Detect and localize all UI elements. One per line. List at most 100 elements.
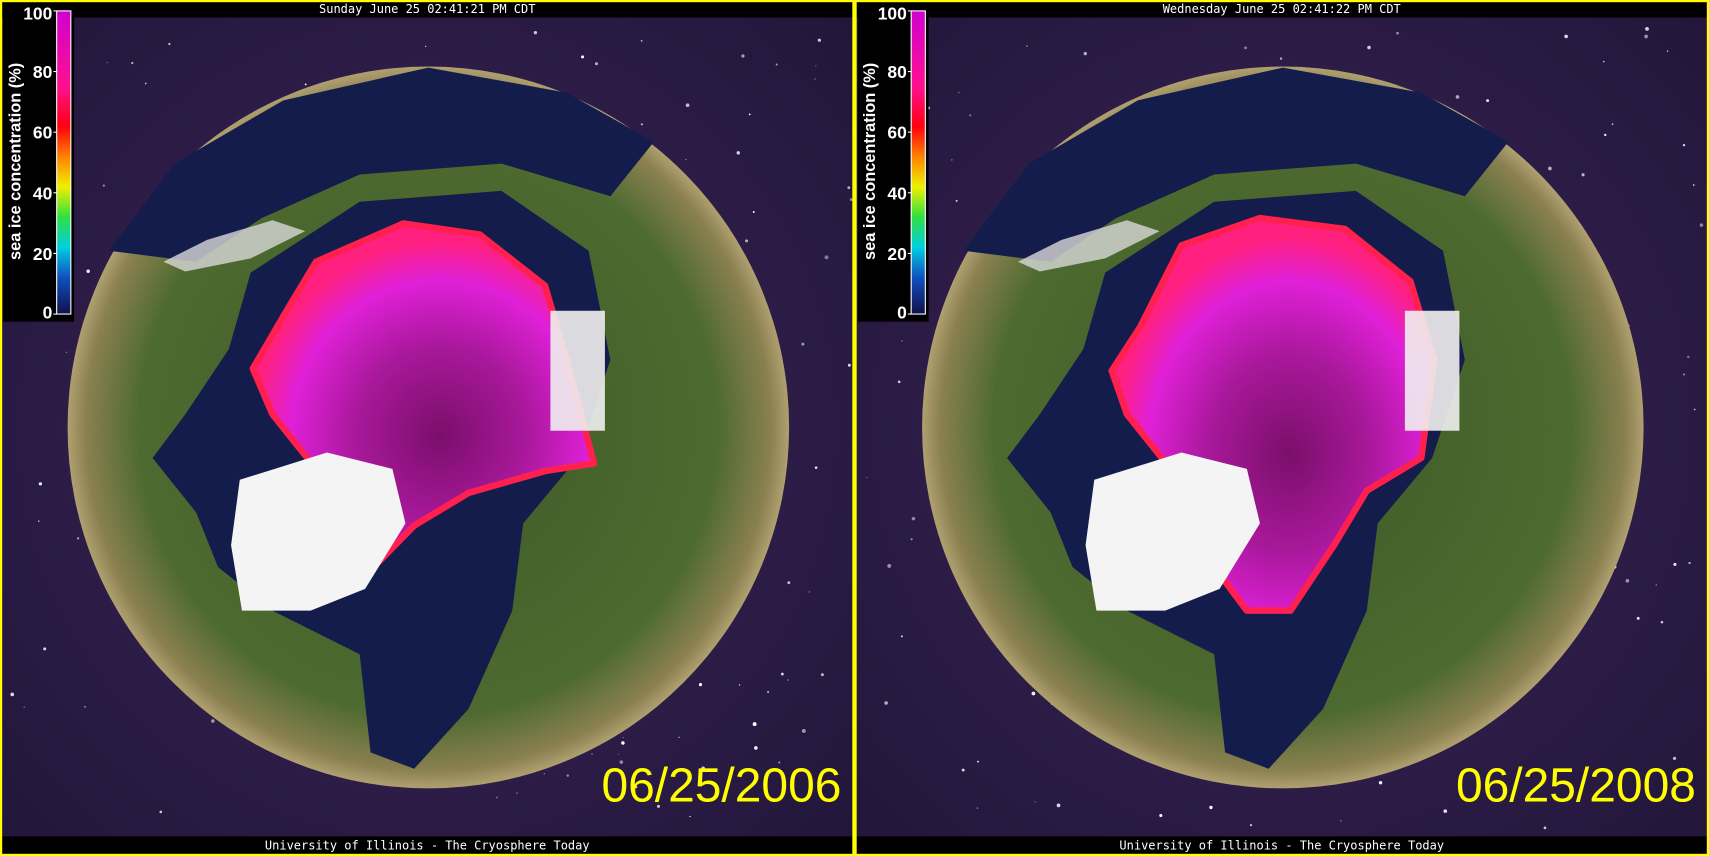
colorbar-tick-label: 20 <box>887 244 906 264</box>
colorbar-tick-label: 0 <box>43 302 53 322</box>
star <box>951 159 953 161</box>
star <box>787 679 789 681</box>
panel-border <box>854 0 1709 856</box>
star <box>976 760 980 763</box>
header-text: Sunday June 25 02:41:21 PM CDT <box>319 2 535 16</box>
header-text: Wednesday June 25 02:41:22 PM CDT <box>1163 2 1401 16</box>
star <box>496 796 498 799</box>
snow-patch <box>550 310 605 431</box>
star <box>801 729 806 733</box>
star <box>685 159 687 161</box>
star <box>1031 691 1036 696</box>
star <box>1625 578 1630 583</box>
star <box>745 239 749 243</box>
star <box>211 719 215 723</box>
star <box>817 38 821 42</box>
star <box>748 113 751 116</box>
footer-text: University of Illinois - The Cryosphere … <box>265 838 590 852</box>
star <box>847 363 851 367</box>
star <box>43 647 47 651</box>
map-panel: Sunday June 25 02:41:21 PM CDT University… <box>0 0 855 856</box>
star <box>77 537 80 540</box>
colorbar-label: sea ice concentration (%) <box>7 63 25 260</box>
star <box>159 810 163 814</box>
star <box>1443 809 1448 813</box>
star <box>754 746 758 750</box>
star <box>752 210 755 213</box>
snow-patch <box>1404 310 1460 431</box>
star <box>10 692 15 697</box>
star <box>1666 50 1669 52</box>
star <box>887 564 892 568</box>
colorbar-tick-label: 60 <box>887 123 906 143</box>
star <box>23 706 25 708</box>
star <box>1688 561 1691 565</box>
star <box>911 516 916 521</box>
star <box>884 701 888 705</box>
star <box>1455 95 1460 99</box>
star <box>1209 805 1213 810</box>
star <box>622 737 624 739</box>
star <box>1581 173 1585 177</box>
star <box>787 581 791 585</box>
header-bar <box>856 2 1707 18</box>
star <box>752 722 757 727</box>
ocean <box>108 67 654 262</box>
greenland <box>231 452 406 611</box>
star <box>678 736 680 738</box>
star <box>543 773 545 775</box>
star <box>741 54 745 58</box>
star <box>814 78 816 80</box>
star <box>808 591 811 593</box>
star <box>976 807 978 809</box>
star <box>595 62 598 66</box>
star <box>780 672 784 676</box>
star <box>1645 27 1649 31</box>
star <box>815 65 817 67</box>
star <box>1396 31 1399 35</box>
star <box>86 269 90 274</box>
star <box>1159 813 1163 818</box>
star <box>1644 34 1648 39</box>
star <box>618 753 620 755</box>
star <box>847 186 851 190</box>
star <box>814 466 818 470</box>
star <box>1543 826 1547 830</box>
star <box>820 673 824 677</box>
greenland <box>1085 452 1260 611</box>
panel-border <box>0 0 855 856</box>
star <box>657 791 661 795</box>
star <box>591 753 593 755</box>
star <box>1486 99 1490 103</box>
star <box>910 538 913 541</box>
footer-text: University of Illinois - The Cryosphere … <box>1119 838 1444 852</box>
star <box>958 92 960 94</box>
star <box>1611 123 1614 125</box>
star <box>1602 60 1605 63</box>
star <box>621 741 625 745</box>
star <box>1683 373 1686 376</box>
star <box>736 151 741 155</box>
colorbar <box>56 10 72 315</box>
star <box>144 82 147 85</box>
star <box>1655 584 1657 586</box>
star <box>656 804 661 808</box>
star <box>1056 803 1061 808</box>
star <box>566 774 569 777</box>
colorbar <box>910 10 926 315</box>
star <box>698 683 703 687</box>
star <box>900 635 903 638</box>
star <box>168 42 171 46</box>
snow <box>163 220 306 272</box>
star <box>1367 45 1371 50</box>
date-label: 06/25/2008 <box>1456 759 1696 812</box>
colorbar-tick-label: 100 <box>878 4 907 24</box>
star <box>640 123 643 126</box>
star <box>634 785 638 789</box>
star <box>969 114 972 117</box>
star <box>1692 184 1695 186</box>
colorbar-label: sea ice concentration (%) <box>861 63 879 260</box>
colorbar-tick-label: 100 <box>23 4 52 24</box>
star <box>1682 143 1686 147</box>
star <box>685 103 690 108</box>
